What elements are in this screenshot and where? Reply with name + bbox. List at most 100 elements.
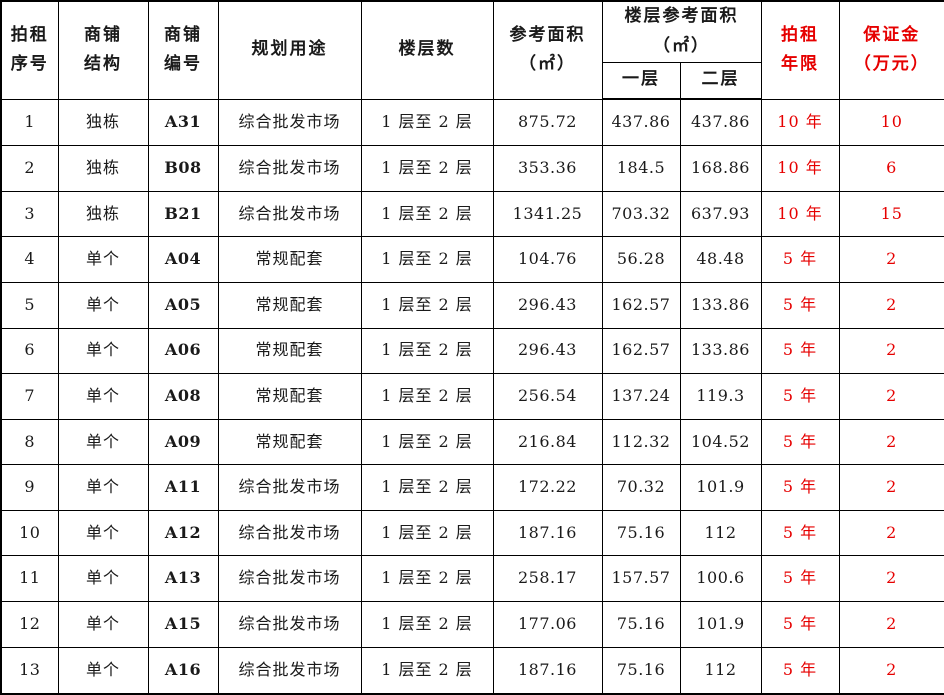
cell-seq: 1 bbox=[0, 98, 59, 147]
cell-use: 综合批发市场 bbox=[217, 509, 362, 557]
header-floors: 楼层数 bbox=[360, 0, 494, 100]
header-floor-ref-area-group: 楼层参考面积（㎡） bbox=[601, 0, 762, 63]
cell-use: 常规配套 bbox=[217, 373, 362, 420]
cell-structure: 单个 bbox=[57, 373, 149, 420]
cell-ref_area: 1341.25 bbox=[492, 190, 603, 238]
header-deposit: 保证金 （万元） bbox=[838, 0, 944, 100]
cell-floors: 1 层至 2 层 bbox=[360, 646, 494, 695]
cell-use: 综合批发市场 bbox=[217, 555, 362, 603]
cell-term: 5 年 bbox=[760, 418, 840, 466]
cell-seq: 9 bbox=[0, 464, 59, 511]
cell-floors: 1 层至 2 层 bbox=[360, 98, 494, 147]
table-row: 3 独栋 B21 综合批发市场 1 层至 2 层 1341.25 703.32 637.93 1… bbox=[0, 190, 944, 238]
cell-term: 5 年 bbox=[760, 373, 840, 420]
cell-structure: 独栋 bbox=[57, 190, 149, 238]
cell-ref_area: 172.22 bbox=[492, 464, 603, 511]
cell-structure: 独栋 bbox=[57, 145, 149, 192]
header-structure: 商铺 结构 bbox=[57, 0, 149, 100]
cell-structure: 单个 bbox=[57, 418, 149, 466]
cell-floor2: 133.86 bbox=[679, 281, 762, 329]
table-row: 1 独栋 A31 综合批发市场 1 层至 2 层 875.72 437.86 437.86 10… bbox=[0, 98, 944, 147]
cell-ref_area: 875.72 bbox=[492, 98, 603, 147]
cell-floors: 1 层至 2 层 bbox=[360, 373, 494, 420]
cell-floors: 1 层至 2 层 bbox=[360, 601, 494, 648]
header-term: 拍租 年限 bbox=[760, 0, 840, 100]
cell-term: 10 年 bbox=[760, 98, 840, 147]
cell-number: A05 bbox=[147, 281, 219, 329]
cell-ref_area: 353.36 bbox=[492, 145, 603, 192]
cell-ref_area: 296.43 bbox=[492, 327, 603, 375]
cell-use: 综合批发市场 bbox=[217, 145, 362, 192]
cell-floor2: 112 bbox=[679, 646, 762, 695]
cell-floor2: 637.93 bbox=[679, 190, 762, 238]
cell-term: 5 年 bbox=[760, 555, 840, 603]
cell-seq: 3 bbox=[0, 190, 59, 238]
header-floor2: 二层 bbox=[679, 61, 762, 100]
cell-floors: 1 层至 2 层 bbox=[360, 281, 494, 329]
cell-number: B21 bbox=[147, 190, 219, 238]
table-row: 12 单个 A15 综合批发市场 1 层至 2 层 177.06 75.16 101.9 5 年… bbox=[0, 601, 944, 648]
cell-number: A08 bbox=[147, 373, 219, 420]
cell-number: A13 bbox=[147, 555, 219, 603]
cell-floor2: 48.48 bbox=[679, 236, 762, 283]
cell-floor1: 703.32 bbox=[601, 190, 681, 238]
cell-floors: 1 层至 2 层 bbox=[360, 464, 494, 511]
cell-floor2: 101.9 bbox=[679, 601, 762, 648]
cell-floor1: 184.5 bbox=[601, 145, 681, 192]
cell-structure: 独栋 bbox=[57, 98, 149, 147]
cell-number: A04 bbox=[147, 236, 219, 283]
cell-term: 5 年 bbox=[760, 236, 840, 283]
cell-floors: 1 层至 2 层 bbox=[360, 555, 494, 603]
cell-ref_area: 258.17 bbox=[492, 555, 603, 603]
cell-floor1: 162.57 bbox=[601, 281, 681, 329]
cell-seq: 12 bbox=[0, 601, 59, 648]
cell-deposit: 10 bbox=[838, 98, 944, 147]
cell-seq: 11 bbox=[0, 555, 59, 603]
cell-floors: 1 层至 2 层 bbox=[360, 327, 494, 375]
cell-deposit: 2 bbox=[838, 373, 944, 420]
cell-term: 5 年 bbox=[760, 327, 840, 375]
header-use: 规划用途 bbox=[217, 0, 362, 100]
cell-floor1: 56.28 bbox=[601, 236, 681, 283]
cell-floors: 1 层至 2 层 bbox=[360, 509, 494, 557]
cell-seq: 5 bbox=[0, 281, 59, 329]
cell-number: A11 bbox=[147, 464, 219, 511]
cell-floor1: 112.32 bbox=[601, 418, 681, 466]
header-row-sub: 一层 二层 bbox=[1, 61, 944, 100]
cell-term: 5 年 bbox=[760, 646, 840, 695]
table-row: 11 单个 A13 综合批发市场 1 层至 2 层 258.17 157.57 100.6 5 … bbox=[0, 555, 944, 603]
cell-structure: 单个 bbox=[57, 464, 149, 511]
cell-floor1: 70.32 bbox=[601, 464, 681, 511]
cell-ref_area: 216.84 bbox=[492, 418, 603, 466]
cell-ref_area: 104.76 bbox=[492, 236, 603, 283]
cell-ref_area: 296.43 bbox=[492, 281, 603, 329]
cell-use: 常规配套 bbox=[217, 327, 362, 375]
cell-floor1: 437.86 bbox=[601, 98, 681, 147]
header-ref-area: 参考面积 （㎡） bbox=[492, 0, 603, 100]
header-seq: 拍租 序号 bbox=[0, 0, 59, 100]
cell-floor2: 119.3 bbox=[679, 373, 762, 420]
cell-ref_area: 256.54 bbox=[492, 373, 603, 420]
cell-floor2: 437.86 bbox=[679, 98, 762, 147]
cell-deposit: 6 bbox=[838, 145, 944, 192]
cell-floors: 1 层至 2 层 bbox=[360, 190, 494, 238]
cell-floor2: 101.9 bbox=[679, 464, 762, 511]
table-header: 拍租 序号 商铺 结构 商铺 编号 规划用途 楼层数 参考面积 （㎡） 楼层参考… bbox=[0, 0, 944, 100]
cell-number: A31 bbox=[147, 98, 219, 147]
cell-deposit: 2 bbox=[838, 601, 944, 648]
cell-term: 5 年 bbox=[760, 464, 840, 511]
cell-use: 综合批发市场 bbox=[217, 98, 362, 147]
cell-structure: 单个 bbox=[57, 555, 149, 603]
cell-deposit: 2 bbox=[838, 464, 944, 511]
cell-number: A15 bbox=[147, 601, 219, 648]
cell-floor2: 133.86 bbox=[679, 327, 762, 375]
cell-term: 5 年 bbox=[760, 601, 840, 648]
cell-floor2: 104.52 bbox=[679, 418, 762, 466]
cell-number: A09 bbox=[147, 418, 219, 466]
cell-deposit: 2 bbox=[838, 555, 944, 603]
cell-seq: 7 bbox=[0, 373, 59, 420]
